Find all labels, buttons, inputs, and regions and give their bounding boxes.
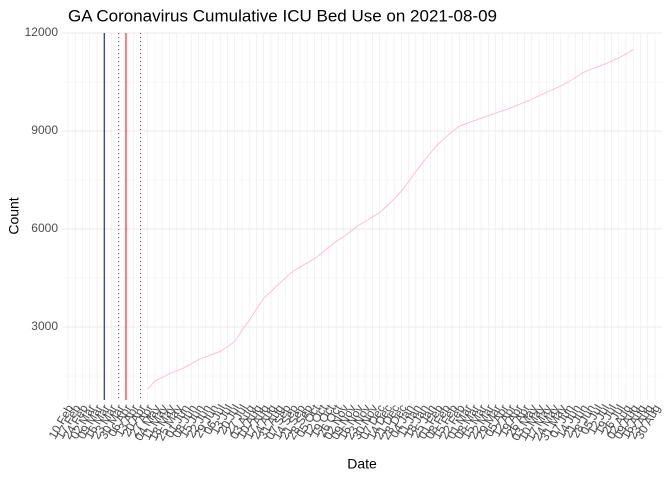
y-tick-label: 3000 xyxy=(31,319,58,333)
chart-title: GA Coronavirus Cumulative ICU Bed Use on… xyxy=(68,6,497,25)
y-axis-title: Count xyxy=(6,197,22,234)
y-tick-label: 6000 xyxy=(31,221,58,235)
y-tick-label: 12000 xyxy=(25,25,59,39)
y-tick-label: 9000 xyxy=(31,123,58,137)
data-line xyxy=(147,48,634,390)
x-axis-title: Date xyxy=(347,456,377,472)
